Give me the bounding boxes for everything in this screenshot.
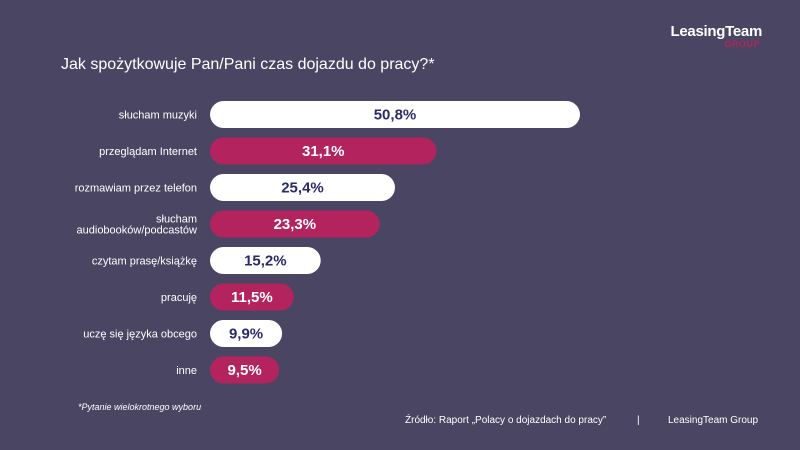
bar: [210, 283, 294, 311]
company-logo: LeasingTeam GROUP: [650, 23, 763, 49]
source-footer: Źródło: Raport „Polacy o dojazdach do pr…: [405, 415, 765, 426]
category-label: pracuję: [161, 292, 197, 304]
bar: [210, 247, 321, 274]
bar: [210, 174, 395, 201]
category-label: słucham audiobooków/podcastów: [77, 214, 198, 237]
bar: [210, 356, 280, 384]
category-label: przeglądam Internet: [99, 146, 197, 158]
category-label: inne: [176, 365, 197, 377]
footnote: *Pytanie wielokrotnego wyboru: [78, 402, 202, 412]
category-label: rozmawiam przez telefon: [75, 183, 197, 195]
bar: [210, 101, 580, 128]
bar-value-label: 11,5%: [231, 289, 273, 306]
logo-sub-text: GROUP: [724, 39, 760, 49]
footer-organization: LeasingTeam Group: [668, 415, 759, 426]
category-label: słucham muzyki: [119, 110, 197, 122]
bar-value-label: 50,8%: [374, 107, 417, 124]
bar-value-label: 15,2%: [244, 253, 287, 270]
bar-value-label: 31,1%: [302, 143, 345, 160]
category-label: czytam prasę/książkę: [92, 256, 197, 268]
bar-value-label: 9,9%: [229, 326, 263, 343]
logo-main-text: LeasingTeam: [670, 23, 763, 40]
bar-value-label: 25,4%: [281, 180, 324, 197]
bar-value-label: 9,5%: [227, 362, 261, 379]
chart-title: Jak spożytkowuje Pan/Pani czas dojazdu d…: [61, 56, 435, 73]
footer-separator: |: [637, 415, 640, 426]
bar: [210, 137, 437, 165]
source-text: Źródło: Raport „Polacy o dojazdach do pr…: [405, 415, 607, 426]
bar: [210, 210, 380, 238]
category-label: uczę się języka obcego: [83, 329, 197, 341]
bar-value-label: 23,3%: [274, 216, 317, 233]
bar: [210, 320, 283, 347]
